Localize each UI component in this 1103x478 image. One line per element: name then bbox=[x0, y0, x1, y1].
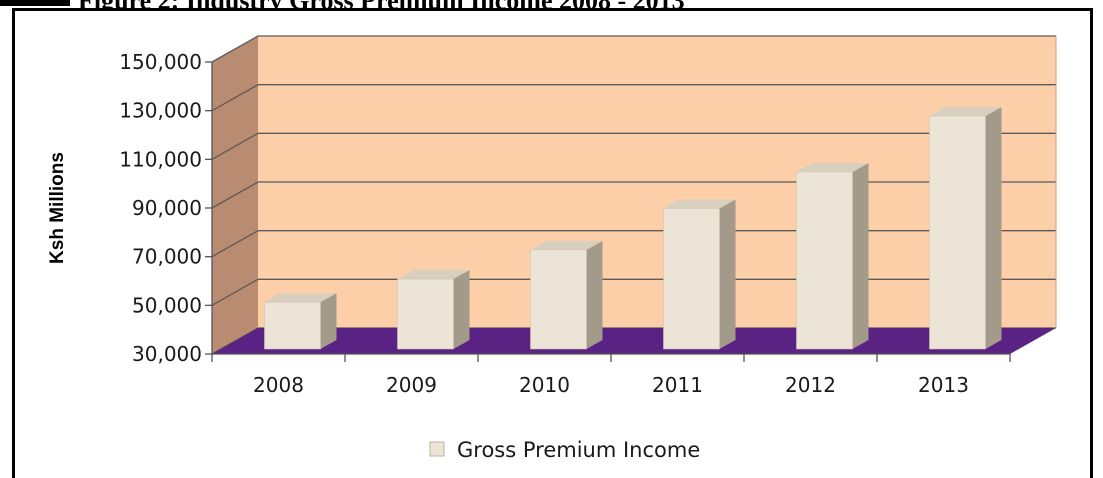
gridline-side bbox=[211, 132, 259, 160]
y-tick-label: 50,000 bbox=[132, 293, 202, 317]
gridline-side bbox=[211, 181, 259, 209]
bar-front-face bbox=[530, 249, 587, 350]
bar-front-face bbox=[796, 171, 853, 350]
bar-side-face bbox=[985, 107, 1002, 350]
y-tick-label: 70,000 bbox=[132, 245, 202, 269]
gridline-side bbox=[211, 230, 259, 258]
y-axis-label: Ksh Millions bbox=[47, 152, 68, 264]
bar-2008 bbox=[264, 293, 337, 350]
bar-2013 bbox=[929, 107, 1002, 350]
y-axis: 30,000 50,000 70,000 90,000 110,000 130,000 15… bbox=[119, 50, 213, 366]
gridlines bbox=[211, 35, 1057, 355]
x-tick-label: 2009 bbox=[386, 373, 437, 397]
gridline-side bbox=[211, 278, 259, 306]
x-tick-label: 2011 bbox=[652, 373, 703, 397]
bar-front-face bbox=[663, 208, 720, 350]
bar-front-face bbox=[264, 301, 321, 350]
bar-2012 bbox=[796, 162, 869, 350]
figure-title-cut: Figure 2: Industry Gross Premium Income … bbox=[0, 0, 1103, 8]
figure-title-text: Figure 2: Industry Gross Premium Income … bbox=[78, 0, 685, 8]
y-tick-label: 90,000 bbox=[132, 196, 202, 220]
x-tick-label: 2012 bbox=[785, 373, 836, 397]
bar-side-face bbox=[719, 199, 736, 349]
bar-top-face bbox=[397, 270, 470, 280]
title-underline-bar bbox=[0, 0, 70, 6]
bar-side-face bbox=[453, 270, 470, 349]
bar-2011 bbox=[663, 199, 736, 350]
x-tick-label: 2008 bbox=[253, 373, 304, 397]
bars bbox=[264, 107, 1002, 350]
bar-front-face bbox=[929, 115, 986, 350]
x-tick-label: 2010 bbox=[519, 373, 570, 397]
chart-frame bbox=[12, 8, 1093, 478]
x-tick-label: 2013 bbox=[918, 373, 969, 397]
gridline-side bbox=[211, 84, 259, 112]
bar-top-face bbox=[264, 293, 337, 303]
y-tick-label: 110,000 bbox=[119, 147, 202, 171]
bar-top-face bbox=[929, 107, 1002, 117]
y-tick-label: 150,000 bbox=[119, 50, 202, 74]
x-axis: 2008 2009 2010 2011 2012 2013 bbox=[211, 353, 1011, 397]
bar-top-face bbox=[663, 199, 736, 209]
bar-side-face bbox=[320, 293, 337, 349]
bar-2010 bbox=[530, 240, 603, 350]
legend: Gross Premium Income bbox=[429, 438, 700, 462]
bar-top-face bbox=[796, 162, 869, 172]
bar-front-face bbox=[397, 278, 454, 350]
y-tick-label: 130,000 bbox=[119, 99, 202, 123]
y-tick-label: 30,000 bbox=[132, 342, 202, 366]
bar-side-face bbox=[586, 240, 603, 349]
bar-top-face bbox=[530, 240, 603, 250]
legend-label: Gross Premium Income bbox=[457, 438, 700, 462]
legend-swatch bbox=[429, 441, 445, 457]
gridline-side bbox=[211, 35, 259, 63]
bar-2009 bbox=[397, 270, 470, 350]
bar-side-face bbox=[852, 162, 869, 349]
